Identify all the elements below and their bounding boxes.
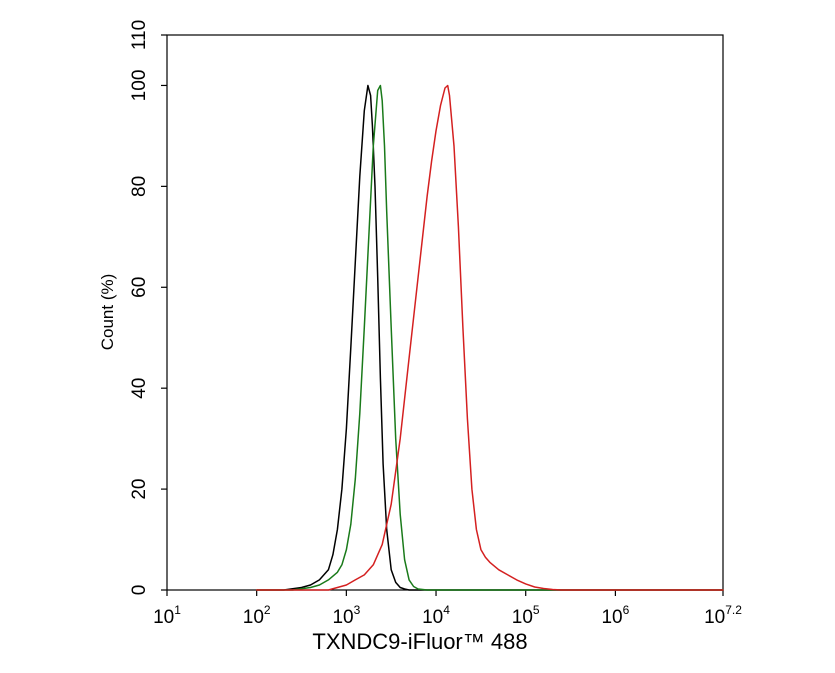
x-tick-base: 10 — [704, 607, 725, 628]
x-tick-base: 10 — [153, 607, 174, 628]
y-axis-ticks: 0 20 40 60 80 100 110 — [129, 20, 167, 595]
y-tick-label: 0 — [129, 585, 150, 596]
y-tick-label: 80 — [129, 176, 150, 197]
x-tick-label: 101 — [153, 603, 181, 628]
x-tick-base: 10 — [601, 607, 622, 628]
x-tick-exponent: 4 — [443, 603, 450, 617]
y-tick-label: 60 — [129, 277, 150, 298]
x-tick-base: 10 — [422, 607, 443, 628]
x-tick-exponent: 3 — [354, 603, 361, 617]
series-line-2 — [255, 84, 724, 591]
series-layer — [255, 84, 724, 591]
y-tick-label: 40 — [129, 378, 150, 399]
x-tick-base: 10 — [332, 607, 353, 628]
x-tick-exponent: 6 — [623, 603, 630, 617]
x-tick-base: 10 — [243, 607, 264, 628]
y-tick-label: 20 — [129, 479, 150, 500]
y-tick-label: 100 — [129, 70, 150, 102]
plot-frame — [166, 34, 724, 591]
x-tick-exponent: 7.2 — [725, 603, 742, 617]
x-tick-exponent: 1 — [174, 603, 181, 617]
y-axis-label: Count (%) — [98, 274, 117, 351]
x-axis-ticks: 101 102 103 104 105 106 107.2 — [153, 590, 742, 628]
x-tick-label: 105 — [512, 603, 540, 628]
x-tick-base: 10 — [512, 607, 533, 628]
x-tick-label: 102 — [243, 603, 271, 628]
x-tick-label: 104 — [422, 603, 450, 628]
x-tick-label: 107.2 — [704, 603, 742, 628]
x-tick-exponent: 2 — [264, 603, 271, 617]
series-line-1 — [255, 84, 724, 591]
series-line-3 — [255, 84, 724, 591]
x-axis-label: TXNDC9-iFluor™ 488 — [312, 629, 527, 654]
x-tick-exponent: 5 — [533, 603, 540, 617]
x-tick-label: 103 — [332, 603, 360, 628]
y-tick-label: 110 — [129, 20, 150, 50]
x-tick-label: 106 — [601, 603, 629, 628]
